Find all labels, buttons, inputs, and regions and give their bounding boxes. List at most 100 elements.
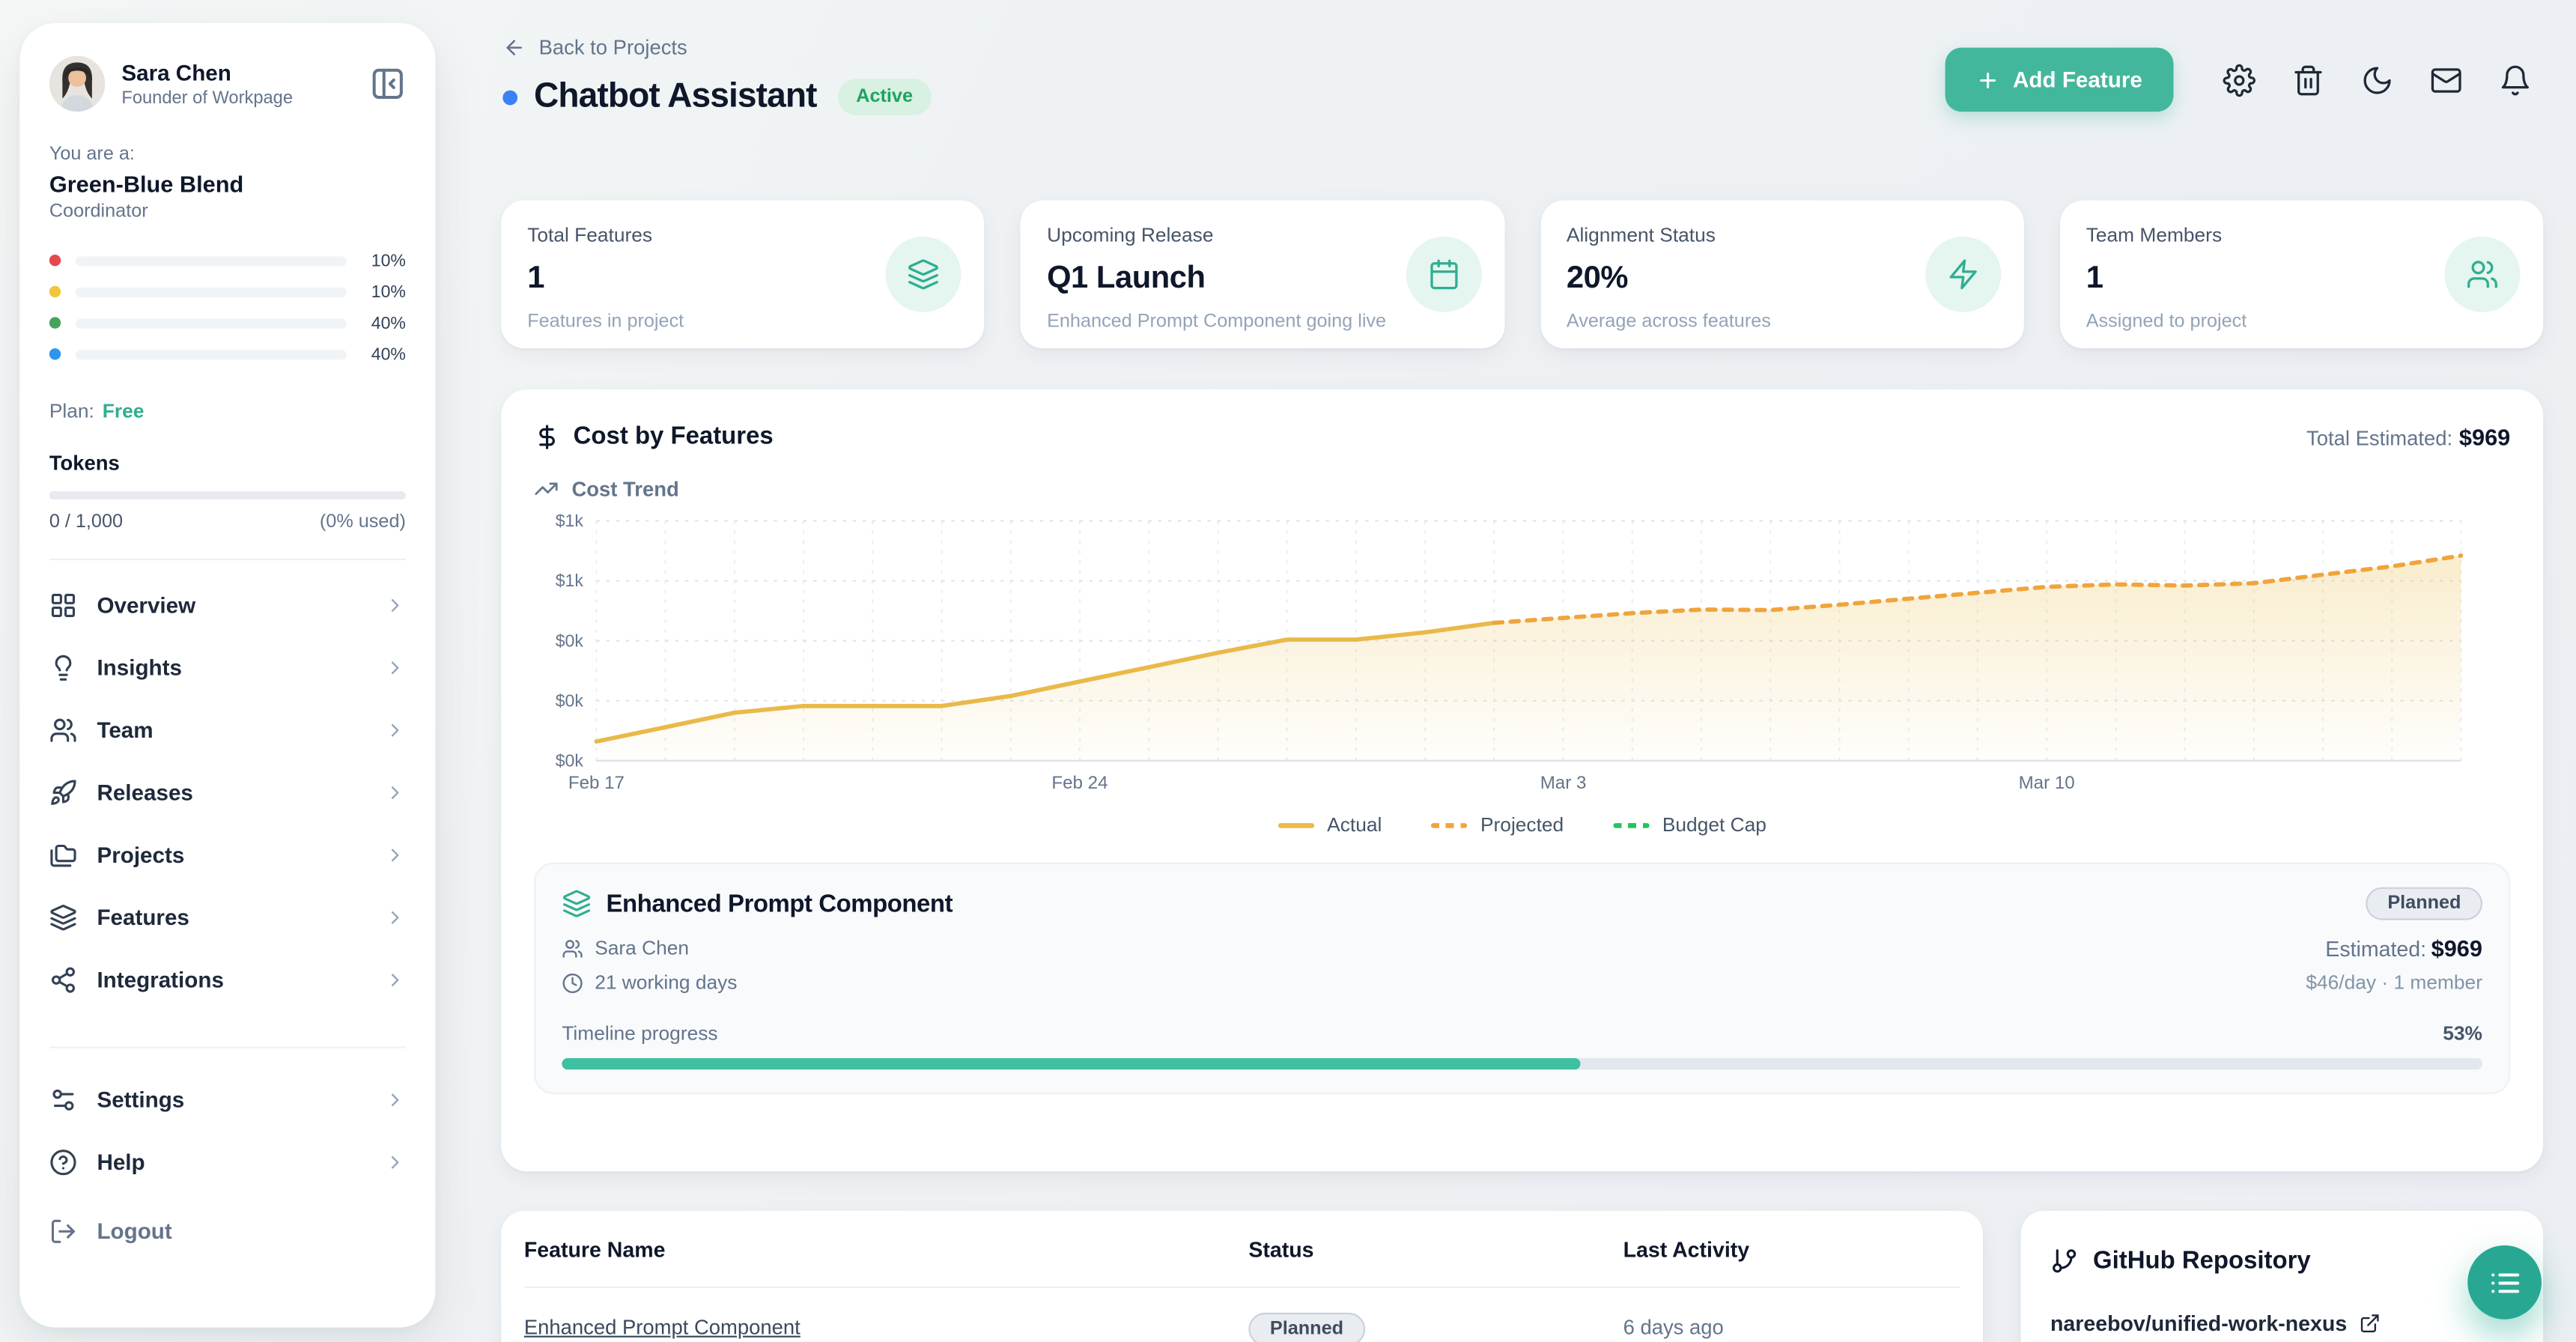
legend-swatch-projected [1431, 822, 1468, 828]
cost-trend-chart: $1k $1k $0k $0k $0k Feb 17 Feb 24 Mar 3 Mar 10 [556, 514, 2464, 793]
user-name: Sara Chen [121, 60, 231, 85]
sidebar-item-projects[interactable]: Projects [49, 823, 406, 885]
svg-text:Feb 17: Feb 17 [568, 773, 625, 793]
timeline-progressbar [562, 1057, 2482, 1070]
users-icon [49, 715, 77, 743]
svg-text:$0k: $0k [556, 690, 584, 710]
features-table-panel: Feature Name Status Last Activity Enhanc… [501, 1210, 1984, 1342]
sidebar-item-team[interactable]: Team [49, 698, 406, 760]
color-stats: 10% 10% 40% 40% [49, 245, 406, 370]
repo-link[interactable]: nareebov/unified-work-nexus [2050, 1311, 2348, 1336]
color-stat-blue: 40% [49, 338, 406, 370]
user-info: Sara Chen Founder of Workpage [121, 60, 293, 108]
svg-text:Feb 24: Feb 24 [1051, 773, 1108, 793]
panel-title: GitHub Repository [2093, 1247, 2311, 1275]
project-color-dot [502, 89, 518, 105]
users-icon [2444, 236, 2521, 312]
sidebar-item-settings[interactable]: Settings [49, 1068, 406, 1130]
user-profile: Sara Chen Founder of Workpage [49, 55, 406, 112]
cost-trend-header: Cost Trend [534, 476, 2510, 501]
add-feature-button[interactable]: Add Feature [1945, 47, 2174, 112]
row-status-badge: Planned [1248, 1312, 1365, 1342]
svg-text:$0k: $0k [556, 750, 584, 770]
layers-icon [49, 903, 77, 931]
project-header: Chatbot Assistant Active [502, 77, 932, 117]
main-content: Back to Projects Chatbot Assistant Activ… [501, 0, 2544, 1342]
green-pct: 40% [371, 312, 406, 333]
table-divider [523, 1286, 1960, 1289]
panel-collapse-icon [370, 66, 406, 102]
dark-mode-toggle[interactable] [2361, 63, 2394, 96]
help-icon [49, 1147, 77, 1175]
zap-icon [1925, 236, 2001, 312]
sidebar-nav: Overview Insights Team Releases Projects [49, 574, 406, 1011]
red-pct: 10% [371, 250, 406, 270]
user-title: Founder of Workpage [121, 88, 294, 108]
role-block: You are a: Green-Blue Blend Coordinator [49, 145, 406, 222]
role-prompt: You are a: [49, 145, 135, 165]
row-last-activity: 6 days ago [1623, 1316, 1724, 1340]
mail-icon [2430, 63, 2463, 96]
plus-icon [1977, 68, 2000, 91]
sidebar-item-logout[interactable]: Logout [49, 1200, 406, 1262]
feature-owner: Sara Chen [562, 937, 689, 959]
quick-list-fab[interactable] [2467, 1245, 2542, 1320]
external-link-icon [2359, 1313, 2381, 1335]
legend-budget-cap: Budget Cap [1613, 813, 1767, 837]
red-dot [49, 255, 61, 267]
svg-text:$0k: $0k [556, 631, 584, 650]
feature-summary-card[interactable]: Enhanced Prompt Component Planned Sara C… [534, 862, 2511, 1095]
tokens-label: Tokens [49, 452, 120, 476]
stat-card-alignment-status: Alignment Status 20% Average across feat… [1540, 200, 2024, 349]
legend-swatch-budget-cap [1613, 822, 1650, 828]
lightbulb-icon [49, 653, 77, 681]
calendar-icon [1405, 236, 1481, 312]
page-title: Chatbot Assistant [534, 77, 817, 115]
stat-card-total-features: Total Features 1 Features in project [501, 200, 985, 349]
feature-link[interactable]: Enhanced Prompt Component [523, 1316, 801, 1340]
chevron-right-icon [384, 844, 406, 866]
chevron-right-icon [384, 906, 406, 928]
rocket-icon [49, 778, 77, 806]
color-stat-yellow: 10% [49, 276, 406, 308]
column-feature-name: Feature Name [523, 1237, 666, 1262]
header-actions: Add Feature [1945, 47, 2532, 112]
feature-title: Enhanced Prompt Component [606, 889, 953, 918]
notifications-button[interactable] [2499, 63, 2532, 96]
list-icon [2488, 1266, 2521, 1299]
share-icon [49, 965, 77, 993]
feature-duration: 21 working days [562, 971, 737, 994]
delete-button[interactable] [2291, 63, 2324, 96]
tokens-usage: 0 / 1,000 [49, 512, 124, 532]
sidebar-divider [49, 1046, 406, 1048]
messages-button[interactable] [2430, 63, 2463, 96]
timeline-progress-label: Timeline progress [562, 1021, 718, 1045]
column-status: Status [1248, 1237, 1314, 1262]
sidebar-item-features[interactable]: Features [49, 886, 406, 948]
sidebar-item-integrations[interactable]: Integrations [49, 948, 406, 1010]
blue-dot [49, 348, 61, 360]
moon-icon [2361, 63, 2394, 96]
yellow-dot [49, 285, 61, 298]
sidebar-item-insights[interactable]: Insights [49, 636, 406, 698]
back-to-projects-link[interactable]: Back to Projects [502, 36, 687, 59]
sidebar-item-releases[interactable]: Releases [49, 761, 406, 823]
plan-row: Plan: Free [49, 399, 406, 422]
github-repository-panel: GitHub Repository nareebov/unified-work-… [2020, 1210, 2544, 1342]
sidebar-collapse-button[interactable] [370, 66, 406, 102]
settings-button[interactable] [2223, 63, 2256, 97]
arrow-left-icon [502, 36, 526, 59]
tokens-used-note: (0% used) [319, 512, 406, 532]
legend-projected: Projected [1431, 813, 1564, 837]
sidebar-item-overview[interactable]: Overview [49, 574, 406, 636]
svg-text:Mar 3: Mar 3 [1540, 773, 1587, 793]
layers-icon [886, 236, 962, 312]
sidebar-item-help[interactable]: Help [49, 1130, 406, 1192]
table-row[interactable]: Enhanced Prompt Component Planned 6 days… [523, 1312, 1960, 1342]
feature-estimate: Estimated: $969 [2325, 935, 2482, 962]
stat-card-upcoming-release: Upcoming Release Q1 Launch Enhanced Prom… [1020, 200, 1504, 349]
sidebar: Sara Chen Founder of Workpage You are a:… [19, 22, 436, 1328]
trash-icon [2291, 63, 2324, 96]
chevron-right-icon [384, 1151, 406, 1173]
